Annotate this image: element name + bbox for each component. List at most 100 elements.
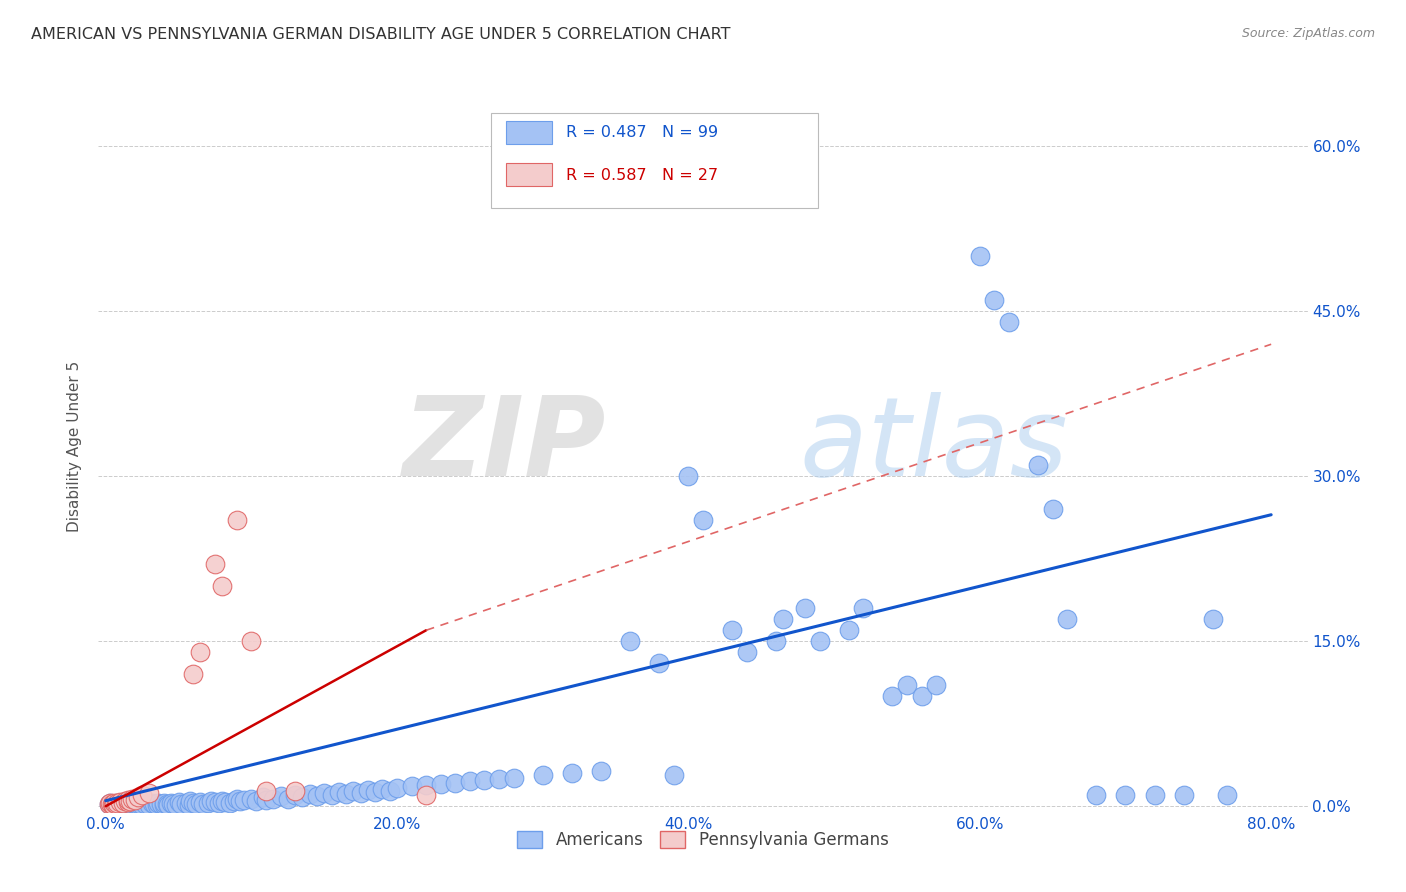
Point <box>101 797 124 811</box>
Point <box>103 796 125 810</box>
Point <box>772 612 794 626</box>
Point <box>619 634 641 648</box>
Point <box>298 787 321 801</box>
Point <box>204 795 226 809</box>
Point <box>103 798 125 813</box>
Point <box>124 792 146 806</box>
Point <box>167 795 190 809</box>
Point <box>142 797 165 811</box>
Point <box>284 789 307 803</box>
Point <box>134 797 156 811</box>
Point <box>127 790 149 805</box>
Point <box>181 667 204 681</box>
Point <box>662 768 685 782</box>
Point <box>105 798 128 813</box>
Point <box>277 791 299 805</box>
Point <box>200 794 222 808</box>
Point <box>245 794 267 808</box>
Point <box>112 797 135 811</box>
Point <box>254 784 277 798</box>
Point <box>808 634 831 648</box>
Point <box>371 781 394 796</box>
Point <box>204 558 226 572</box>
Point <box>97 797 120 811</box>
Point <box>165 798 187 813</box>
Text: ZIP: ZIP <box>402 392 606 500</box>
Point <box>474 772 496 787</box>
Point <box>335 787 357 801</box>
Point <box>100 798 122 813</box>
Point <box>429 777 451 791</box>
Point <box>321 789 343 803</box>
Point <box>211 794 233 808</box>
FancyBboxPatch shape <box>506 163 551 186</box>
Point <box>110 796 132 810</box>
Point <box>305 789 328 804</box>
Point <box>114 797 136 811</box>
Point <box>156 797 179 811</box>
Point <box>852 601 875 615</box>
Point <box>131 798 153 813</box>
Point <box>153 798 176 813</box>
Point <box>124 797 146 811</box>
Text: Source: ZipAtlas.com: Source: ZipAtlas.com <box>1241 27 1375 40</box>
Point <box>385 780 408 795</box>
Point <box>127 798 149 813</box>
Point <box>415 789 437 803</box>
Point <box>1114 789 1136 803</box>
Point <box>401 780 423 794</box>
Point <box>765 634 787 648</box>
Point <box>1042 502 1064 516</box>
Point <box>998 315 1021 329</box>
Point <box>896 678 918 692</box>
Point <box>838 624 860 638</box>
Text: R = 0.487   N = 99: R = 0.487 N = 99 <box>567 126 718 140</box>
Point <box>458 773 481 788</box>
Point <box>1173 789 1195 803</box>
Point <box>157 798 180 813</box>
Point <box>190 645 212 659</box>
Point <box>118 797 141 811</box>
Point <box>160 796 183 810</box>
Point <box>910 690 932 704</box>
Legend: Americans, Pennsylvania Germans: Americans, Pennsylvania Germans <box>510 824 896 856</box>
Y-axis label: Disability Age Under 5: Disability Age Under 5 <box>67 360 83 532</box>
Point <box>146 796 169 810</box>
Point <box>291 790 314 805</box>
Point <box>97 797 120 811</box>
Point <box>357 782 380 797</box>
Point <box>141 796 163 810</box>
Point <box>117 798 139 813</box>
Point <box>101 798 124 813</box>
Point <box>105 796 128 810</box>
Point <box>270 789 292 804</box>
Point <box>225 791 247 805</box>
Point <box>692 513 714 527</box>
Point <box>112 798 135 813</box>
Point <box>162 797 184 811</box>
Point <box>364 785 387 799</box>
Point <box>211 579 233 593</box>
Point <box>222 794 245 808</box>
Point <box>138 798 160 813</box>
Point <box>98 796 121 810</box>
Point <box>193 797 215 811</box>
Point <box>121 796 143 810</box>
Point <box>104 797 127 811</box>
Point <box>721 624 744 638</box>
Point <box>983 293 1005 308</box>
Point <box>531 768 554 782</box>
Point <box>648 657 671 671</box>
Point <box>197 796 219 810</box>
Point <box>100 797 122 811</box>
Point <box>112 796 135 810</box>
Text: AMERICAN VS PENNSYLVANIA GERMAN DISABILITY AGE UNDER 5 CORRELATION CHART: AMERICAN VS PENNSYLVANIA GERMAN DISABILI… <box>31 27 731 42</box>
Point <box>415 778 437 792</box>
Point <box>342 784 364 798</box>
Point <box>121 798 143 813</box>
Point <box>561 766 583 780</box>
Point <box>110 795 132 809</box>
Point <box>225 513 247 527</box>
Point <box>121 791 143 805</box>
Point <box>115 796 138 810</box>
